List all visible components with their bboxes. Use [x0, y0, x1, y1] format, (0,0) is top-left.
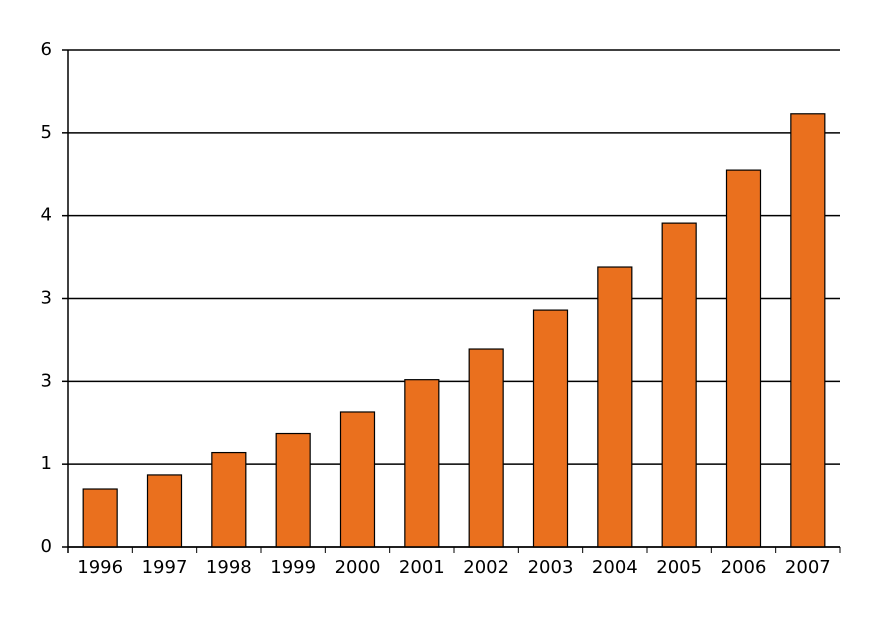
- x-tick-label: 2005: [656, 557, 702, 578]
- bar: [404, 379, 440, 548]
- bar: [211, 451, 247, 548]
- bar: [661, 222, 697, 548]
- y-tick-label: 0: [41, 536, 52, 557]
- y-tick-label: 3: [41, 288, 52, 309]
- x-tick-label: 2006: [721, 557, 767, 578]
- y-tick-label: 6: [41, 39, 52, 60]
- x-tick-label: 2003: [528, 557, 574, 578]
- bar: [82, 488, 118, 548]
- y-tick-label: 1: [41, 453, 52, 474]
- x-tick-label: 2007: [785, 557, 831, 578]
- x-tick-label: 2001: [399, 557, 445, 578]
- x-tick-label: 1997: [142, 557, 188, 578]
- x-tick-label: 1996: [77, 557, 123, 578]
- y-tick-label: 4: [41, 205, 52, 226]
- x-tick-label: 2004: [592, 557, 638, 578]
- bar: [468, 348, 504, 548]
- x-tick-label: 2002: [463, 557, 509, 578]
- bar: [275, 432, 311, 548]
- bar: [146, 474, 183, 548]
- y-tick-label: 3: [41, 370, 52, 391]
- bar: [725, 169, 762, 548]
- x-tick-label: 1998: [206, 557, 252, 578]
- bar: [597, 266, 633, 548]
- x-tick-label: 1999: [270, 557, 316, 578]
- x-tick-label: 2000: [335, 557, 381, 578]
- bar: [339, 411, 376, 548]
- bar: [532, 309, 569, 548]
- y-tick-label: 5: [41, 122, 52, 143]
- bar: [790, 113, 826, 548]
